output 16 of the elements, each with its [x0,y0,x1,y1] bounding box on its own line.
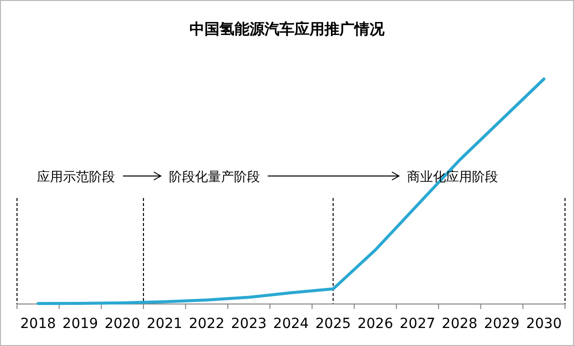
x-tick-label: 2028 [442,316,478,332]
annotation: 应用示范阶段 [37,169,115,185]
x-tick-label: 2022 [188,316,225,332]
annotation: 阶段化量产阶段 [168,170,260,185]
x-tick-label: 2030 [526,316,562,332]
x-tick-label: 2024 [273,316,309,332]
x-tick-label: 2020 [104,316,140,332]
x-tick-label: 2021 [146,316,182,332]
x-tick-label: 2029 [484,316,520,332]
x-tick-label: 2027 [400,316,436,332]
chart-title: 中国氢能源汽车应用推广情况 [190,20,386,38]
x-tick-label: 2018 [20,316,56,332]
x-tick-label: 2023 [231,316,267,332]
x-tick-label: 2025 [315,316,351,332]
x-tick-label: 2026 [357,316,394,332]
x-tick-label: 2019 [62,316,98,332]
